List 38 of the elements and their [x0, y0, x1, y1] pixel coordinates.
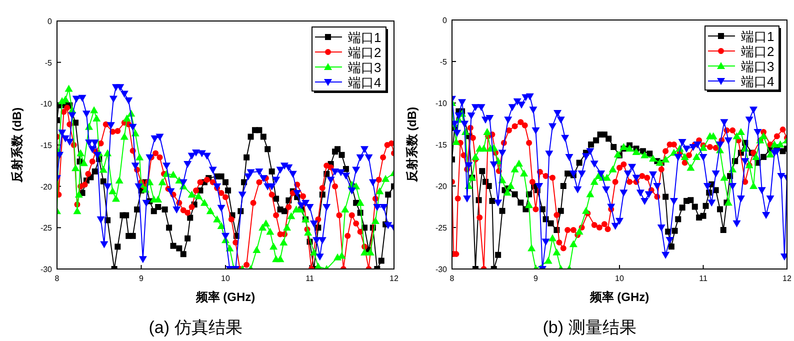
legend-label: 端口4 [348, 75, 382, 90]
y-tick-label: -5 [44, 58, 53, 68]
x-tick-label: 12 [782, 274, 792, 283]
legend-label: 端口3 [741, 59, 774, 74]
y-tick-label: -20 [40, 182, 53, 192]
x-tick-label: 9 [534, 274, 539, 283]
x-tick-label: 8 [54, 274, 60, 283]
legend-label: 端口1 [741, 29, 774, 44]
legend-label: 端口4 [741, 74, 774, 89]
y-tick-label: -25 [40, 224, 53, 233]
y-tick-label: -30 [435, 265, 448, 274]
x-tick-label: 12 [390, 274, 399, 283]
y-tick-label: -15 [435, 140, 448, 150]
y-tick-label: -30 [40, 265, 53, 274]
text: (a) 仿真结果 [148, 318, 242, 337]
y-tick-label: 0 [442, 16, 448, 25]
y-tick-label: -25 [435, 224, 448, 232]
x-tick-label: 11 [306, 274, 314, 283]
y-axis-title: 反射系数 (dB) [405, 106, 419, 184]
x-tick-label: 9 [139, 274, 144, 283]
legend-label: 端口2 [348, 45, 382, 60]
y-tick-label: -10 [40, 100, 53, 109]
x-axis-title: 频率 (GHz) [588, 290, 650, 304]
legend-label: 端口1 [348, 30, 382, 45]
text: (b) 测量结果 [542, 318, 636, 337]
x-tick-label: 10 [221, 274, 230, 283]
y-tick-label: -10 [435, 99, 448, 108]
x-tick-label: 10 [615, 274, 624, 283]
y-tick-label: -15 [40, 141, 53, 150]
x-axis-title: 频率 (GHz) [194, 290, 256, 304]
x-tick-label: 11 [699, 274, 708, 283]
y-tick-label: -20 [435, 182, 448, 191]
y-axis-title: 反射系数 (dB) [10, 107, 24, 184]
x-tick-label: 8 [450, 274, 455, 283]
legend-label: 端口2 [741, 44, 774, 59]
y-tick-label: -5 [440, 58, 448, 66]
y-tick-label: 0 [48, 17, 53, 26]
legend-label: 端口3 [348, 60, 382, 75]
